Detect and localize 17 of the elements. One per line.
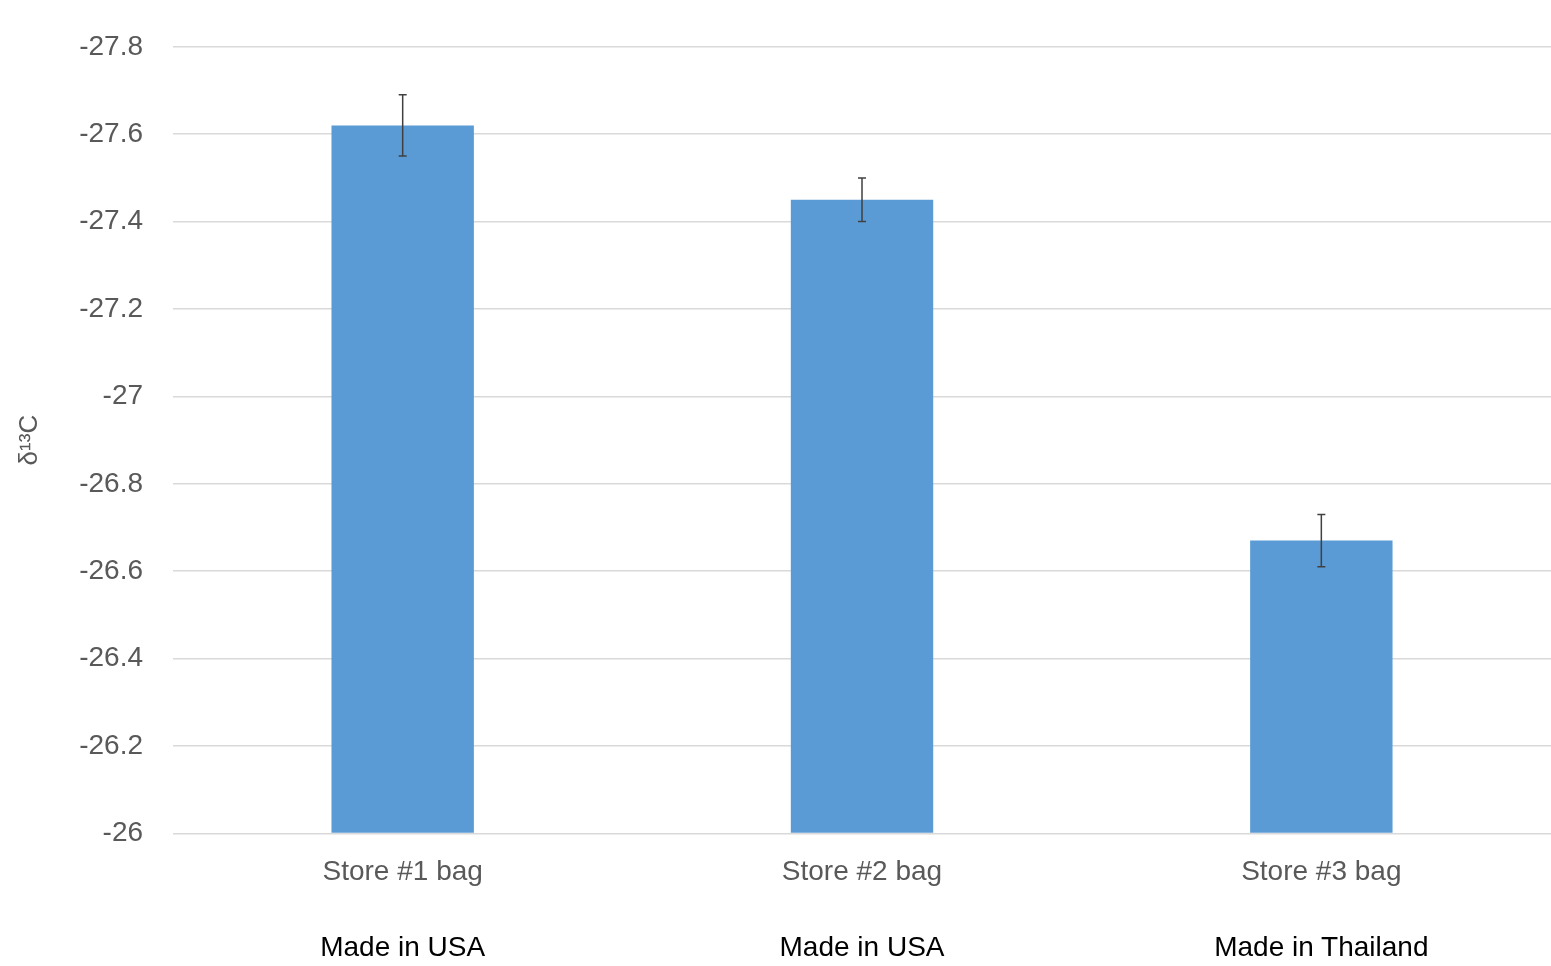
x-tick-label: Store #2 bag bbox=[781, 854, 943, 886]
y-axis-title: δ¹³C bbox=[12, 414, 43, 466]
x-tick-label: Store #3 bag bbox=[1241, 854, 1402, 886]
y-tick-label: -27.4 bbox=[79, 204, 144, 236]
text: Made in USA bbox=[320, 930, 486, 962]
y-tick-label: -26.2 bbox=[79, 728, 144, 760]
y-tick-label: -27.6 bbox=[79, 116, 144, 148]
text: Made in Thailand bbox=[1214, 930, 1429, 962]
x-tick-label: Store #1 bag bbox=[322, 854, 483, 886]
y-tick-label: -27.2 bbox=[79, 291, 144, 323]
y-tick-label: -26.8 bbox=[79, 466, 144, 498]
y-tick-label: -26 bbox=[102, 816, 144, 848]
y-tick-label: -26.6 bbox=[79, 553, 144, 585]
y-tick-label: -27.8 bbox=[79, 29, 144, 61]
y-tick-label: -26.4 bbox=[79, 641, 144, 673]
text: Made in USA bbox=[779, 930, 945, 962]
y-tick-label: -27 bbox=[102, 379, 144, 411]
